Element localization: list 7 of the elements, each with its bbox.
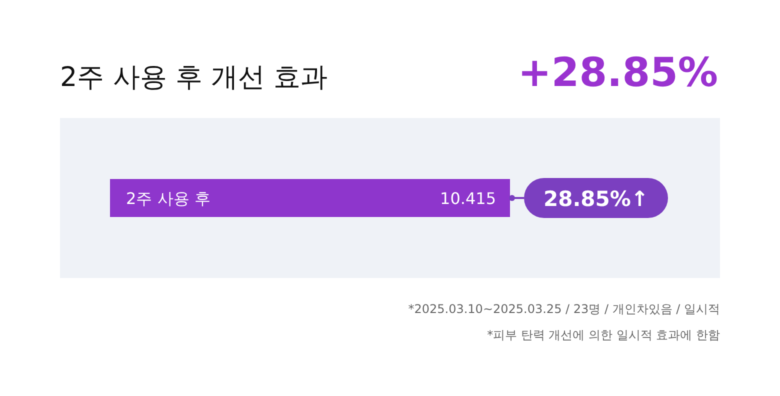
y-tick-label: 2주 사용 후 (126, 189, 210, 208)
text: +28.85% (518, 50, 718, 96)
text: 28.85%↑ (543, 187, 649, 211)
data-label: 10.415 (440, 189, 496, 208)
text: *2025.03.10~2025.03.25 / 23명 / 개인차있음 / 일시적 (408, 302, 720, 316)
text: *피부 탄력 개선에 의한 일시적 효과에 한함 (487, 328, 720, 342)
chart-title: 2주 사용 후 개선 효과 (60, 62, 328, 93)
